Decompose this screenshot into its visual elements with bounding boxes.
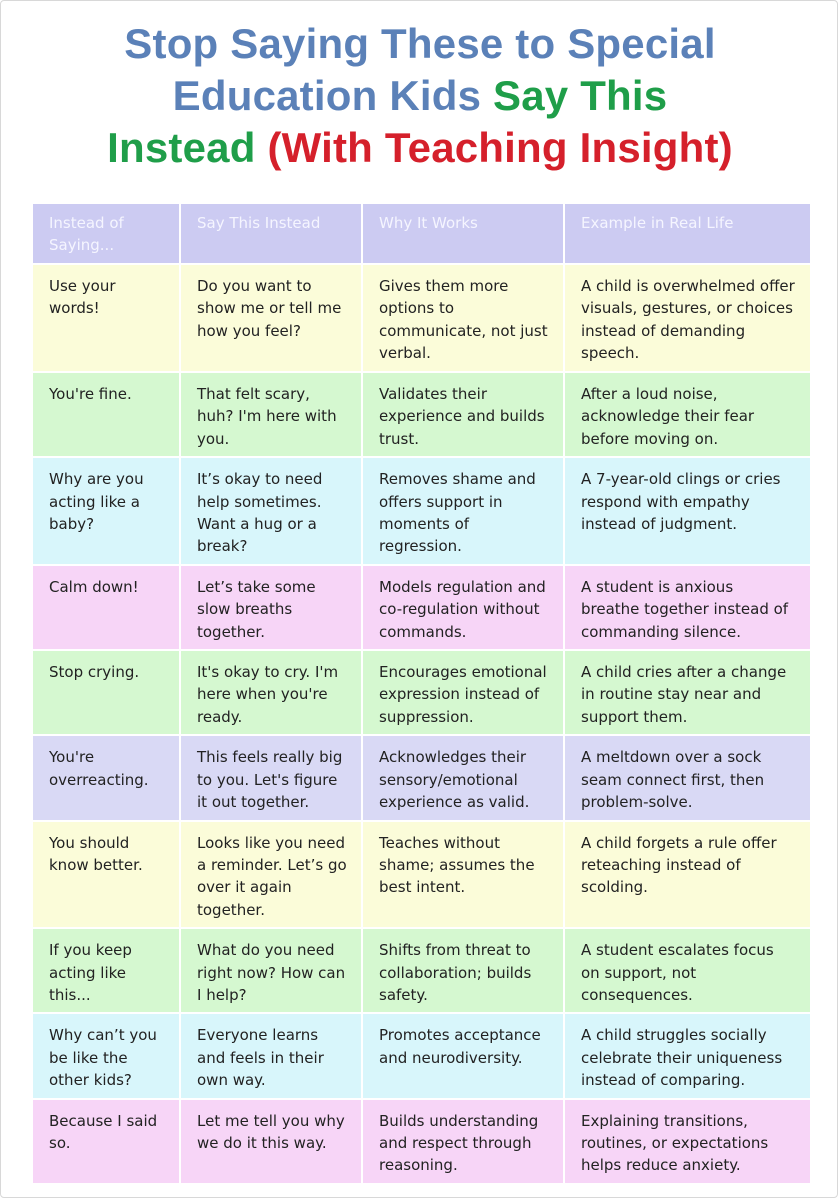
- table-cell-example-in-real-life: A student is anxious breathe together in…: [565, 565, 810, 650]
- table-cell-instead-of-saying: You're overreacting.: [33, 736, 179, 820]
- table-cell-example-in-real-life: Explaining transitions, routines, or exp…: [565, 1099, 810, 1183]
- table-cell-say-this-instead: Everyone learns and feels in their own w…: [181, 1014, 361, 1098]
- table-cell-say-this-instead: It’s okay to need help sometimes. Want a…: [181, 458, 361, 564]
- title-line-2: Education Kids Say This: [20, 70, 820, 122]
- table-cell-instead-of-saying: You're fine.: [33, 373, 179, 457]
- table-cell-instead-of-saying: Use your words!: [33, 265, 179, 371]
- table-cell-instead-of-saying: Why are you acting like a baby?: [33, 458, 179, 564]
- table-cell-example-in-real-life: A child is overwhelmed offer visuals, ge…: [565, 265, 810, 371]
- table-cell-example-in-real-life: A child cries after a change in routine …: [565, 651, 810, 735]
- table-cell-why-it-works: Validates their experience and builds tr…: [363, 373, 563, 457]
- title-line-2-green: Say This: [493, 72, 668, 119]
- title-line-1: Stop Saying These to Special: [124, 20, 716, 67]
- table-cell-say-this-instead: Looks like you need a reminder. Let’s go…: [181, 821, 361, 928]
- table-cell-example-in-real-life: A 7-year-old clings or cries respond wit…: [565, 458, 810, 564]
- table-cell-instead-of-saying: Stop crying.: [33, 651, 179, 735]
- title-line-3: Instead (With Teaching Insight): [20, 122, 820, 174]
- table-header-why-it-works: Why It Works: [363, 204, 563, 263]
- table-header-instead-of-saying: Instead of Saying...: [33, 204, 179, 263]
- table-header-example-in-real-life: Example in Real Life: [565, 204, 810, 263]
- table-cell-why-it-works: Builds understanding and respect through…: [363, 1099, 563, 1183]
- table-header-say-this-instead: Say This Instead: [181, 204, 361, 263]
- table-cell-why-it-works: Promotes acceptance and neurodiversity.: [363, 1014, 563, 1098]
- table-cell-why-it-works: Models regulation and co-regulation with…: [363, 565, 563, 650]
- table-cell-why-it-works: Removes shame and offers support in mome…: [363, 458, 563, 564]
- table-cell-why-it-works: Gives them more options to communicate, …: [363, 265, 563, 371]
- table-cell-example-in-real-life: A student escalates focus on support, no…: [565, 929, 810, 1013]
- table-cell-say-this-instead: Do you want to show me or tell me how yo…: [181, 265, 361, 371]
- table-cell-say-this-instead: It's okay to cry. I'm here when you're r…: [181, 651, 361, 735]
- title-line-2-blue: Education Kids: [172, 72, 493, 119]
- table-cell-example-in-real-life: A meltdown over a sock seam connect firs…: [565, 736, 810, 820]
- page-title: Stop Saying These to Special Education K…: [20, 18, 820, 174]
- table-cell-say-this-instead: Let me tell you why we do it this way.: [181, 1099, 361, 1183]
- table-cell-why-it-works: Encourages emotional expression instead …: [363, 651, 563, 735]
- table-cell-why-it-works: Acknowledges their sensory/emotional exp…: [363, 736, 563, 820]
- table-cell-instead-of-saying: If you keep acting like this...: [33, 929, 179, 1013]
- title-line-3-green: Instead: [107, 124, 268, 171]
- table-cell-instead-of-saying: Why can’t you be like the other kids?: [33, 1014, 179, 1098]
- title-line-3-red: (With Teaching Insight): [267, 124, 733, 171]
- table-cell-example-in-real-life: A child forgets a rule offer reteaching …: [565, 821, 810, 928]
- table-cell-say-this-instead: That felt scary, huh? I'm here with you.: [181, 373, 361, 457]
- table-cell-instead-of-saying: Calm down!: [33, 565, 179, 650]
- table-cell-why-it-works: Teaches without shame; assumes the best …: [363, 821, 563, 928]
- table-cell-example-in-real-life: After a loud noise, acknowledge their fe…: [565, 373, 810, 457]
- table-cell-say-this-instead: Let’s take some slow breaths together.: [181, 565, 361, 650]
- phrases-table: Instead of Saying... Say This Instead Wh…: [33, 204, 810, 1183]
- table-cell-instead-of-saying: Because I said so.: [33, 1099, 179, 1183]
- table-cell-why-it-works: Shifts from threat to collaboration; bui…: [363, 929, 563, 1013]
- table-cell-say-this-instead: What do you need right now? How can I he…: [181, 929, 361, 1013]
- table-cell-instead-of-saying: You should know better.: [33, 821, 179, 928]
- table-cell-example-in-real-life: A child struggles socially celebrate the…: [565, 1014, 810, 1098]
- table-cell-say-this-instead: This feels really big to you. Let's figu…: [181, 736, 361, 820]
